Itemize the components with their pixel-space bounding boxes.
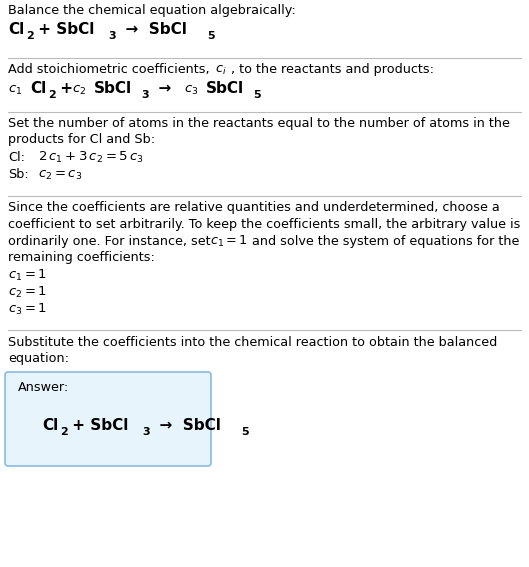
Text: equation:: equation: xyxy=(8,352,69,365)
Text: 5: 5 xyxy=(207,31,215,41)
Text: Cl: Cl xyxy=(8,22,24,37)
Text: $c_2 = 1$: $c_2 = 1$ xyxy=(8,285,47,300)
Text: 5: 5 xyxy=(241,427,249,437)
Text: $c_3 = 1$: $c_3 = 1$ xyxy=(8,302,47,317)
Text: Set the number of atoms in the reactants equal to the number of atoms in the: Set the number of atoms in the reactants… xyxy=(8,117,510,130)
Text: Substitute the coefficients into the chemical reaction to obtain the balanced: Substitute the coefficients into the che… xyxy=(8,336,497,349)
Text: + SbCl: + SbCl xyxy=(33,22,94,37)
Text: $2\,c_1 + 3\,c_2 = 5\,c_3$: $2\,c_1 + 3\,c_2 = 5\,c_3$ xyxy=(38,150,144,165)
FancyBboxPatch shape xyxy=(5,372,211,466)
Text: SbCl: SbCl xyxy=(94,81,132,96)
Text: 2: 2 xyxy=(48,90,56,100)
Text: 5: 5 xyxy=(253,90,261,100)
Text: ordinarily one. For instance, set: ordinarily one. For instance, set xyxy=(8,235,215,248)
Text: , to the reactants and products:: , to the reactants and products: xyxy=(231,63,434,76)
Text: 3: 3 xyxy=(141,90,149,100)
Text: + SbCl: + SbCl xyxy=(67,418,129,433)
Text: 3: 3 xyxy=(142,427,150,437)
Text: Since the coefficients are relative quantities and underdetermined, choose a: Since the coefficients are relative quan… xyxy=(8,201,500,214)
Text: Add stoichiometric coefficients,: Add stoichiometric coefficients, xyxy=(8,63,214,76)
Text: Answer:: Answer: xyxy=(18,381,69,394)
Text: Cl: Cl xyxy=(30,81,46,96)
Text: 2: 2 xyxy=(26,31,34,41)
Text: 2: 2 xyxy=(60,427,68,437)
Text: coefficient to set arbitrarily. To keep the coefficients small, the arbitrary va: coefficient to set arbitrarily. To keep … xyxy=(8,218,521,231)
Text: $c_i$: $c_i$ xyxy=(215,64,226,77)
Text: $c_2$: $c_2$ xyxy=(72,84,86,97)
Text: and solve the system of equations for the: and solve the system of equations for th… xyxy=(248,235,519,248)
Text: →: → xyxy=(148,81,182,96)
Text: →  SbCl: → SbCl xyxy=(149,418,221,433)
Text: remaining coefficients:: remaining coefficients: xyxy=(8,251,155,264)
Text: →  SbCl: → SbCl xyxy=(115,22,187,37)
Text: $c_1$: $c_1$ xyxy=(8,84,22,97)
Text: $c_1 = 1$: $c_1 = 1$ xyxy=(210,234,248,249)
Text: $c_3$: $c_3$ xyxy=(184,84,198,97)
Text: SbCl: SbCl xyxy=(206,81,244,96)
Text: Cl:: Cl: xyxy=(8,151,25,164)
Text: Balance the chemical equation algebraically:: Balance the chemical equation algebraica… xyxy=(8,4,296,17)
Text: $c_1 = 1$: $c_1 = 1$ xyxy=(8,268,47,283)
Text: +: + xyxy=(55,81,73,96)
Text: $c_2 = c_3$: $c_2 = c_3$ xyxy=(38,169,82,182)
Text: Sb:: Sb: xyxy=(8,168,29,181)
Text: Cl: Cl xyxy=(42,418,58,433)
Text: 3: 3 xyxy=(108,31,116,41)
Text: products for Cl and Sb:: products for Cl and Sb: xyxy=(8,133,155,146)
